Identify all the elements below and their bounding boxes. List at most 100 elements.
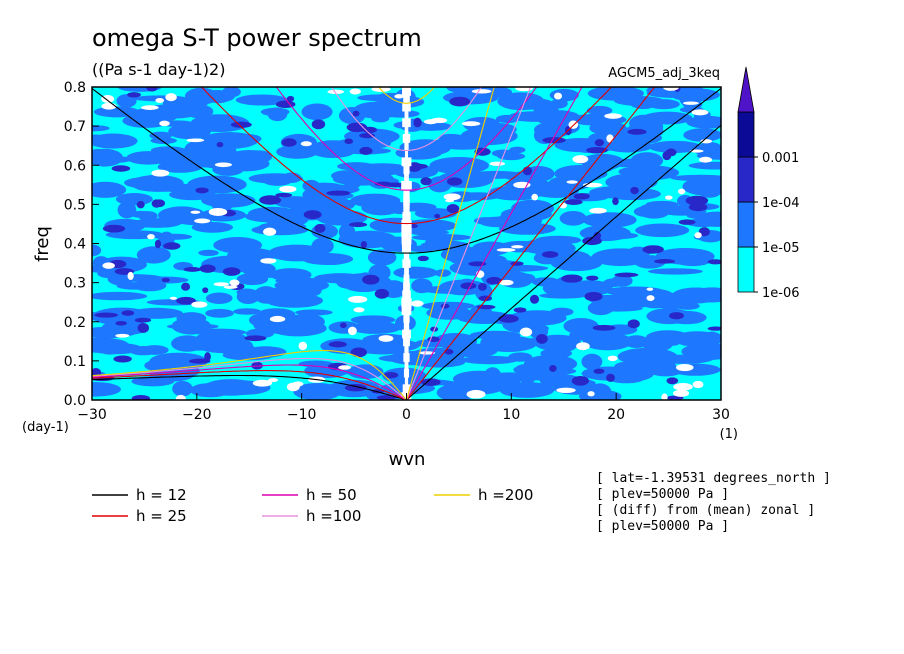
field-blob [509,146,526,154]
field-blob [558,336,578,352]
x-tick-label: 20 [607,407,625,423]
field-blob [252,271,298,279]
field-blob [275,192,293,198]
field-gap [694,232,702,239]
field-blob [627,128,647,135]
field-blob [561,274,583,283]
colorbar-label: 1e-04 [762,196,800,211]
field-blob [594,139,605,147]
field-blob [344,138,354,145]
field-blob [138,211,158,221]
field-blob [235,94,288,106]
field-blob [148,154,181,165]
field-gap [511,245,524,249]
field-blob [376,395,397,400]
field-gap [402,384,411,394]
field-blob [130,307,183,319]
field-blob [593,368,605,374]
annotation-line: [ (diff) from (mean) zonal ] [596,503,815,518]
field-blob [415,339,451,348]
curve-inertia-gravity-h12 [92,87,721,254]
field-gap [682,101,699,105]
field-blob [116,94,137,108]
field-blob [559,210,587,226]
field-blob [181,282,191,291]
field-blob [592,324,616,331]
curve-kelvin-h50 [406,87,583,400]
field-blob [635,223,690,238]
field-gap [403,251,410,261]
field-blob [550,254,603,272]
field-blob [388,350,445,366]
field-blob [259,195,282,205]
field-blob [411,278,433,294]
field-blob [92,148,123,167]
field-blob [571,375,590,386]
field-blob [411,233,472,241]
field-blob [369,339,420,352]
field-blob [597,127,657,143]
field-blob [360,240,368,249]
field-blob [522,166,533,176]
field-gap [515,87,533,92]
field-gap [286,382,300,392]
field-blob [648,140,702,154]
field-blob [551,98,568,109]
field-blob [382,109,420,118]
field-blob [639,293,672,309]
field-blob [424,236,446,250]
field-blob [573,193,590,200]
field-gap [115,333,130,338]
field-blob [508,352,533,362]
field-gap [461,121,481,127]
field-gap [661,393,668,400]
field-blob [399,139,451,157]
field-blob [540,348,572,359]
field-gap [498,279,514,286]
field-blob [344,384,367,392]
field-blob [630,186,639,195]
field-gap [401,220,412,229]
field-gap [401,243,412,253]
field-gap [402,87,411,96]
field-blob [696,142,721,159]
field-gap [402,212,411,222]
annotation-line: [ plev=50000 Pa ] [596,487,729,502]
field-gap [403,196,410,206]
field-gap [402,329,411,339]
field-blob [460,282,477,290]
field-gap [589,207,607,214]
field-gap [403,165,410,175]
colorbar-label: 1e-06 [762,286,800,301]
field-blob [347,364,384,379]
field-blob [688,203,708,212]
field-gap [556,387,576,393]
field-blob [685,195,709,206]
field-blob [136,184,188,192]
field-blob [205,292,233,304]
field-gap [403,337,410,347]
field-blob [267,107,288,122]
field-blob [627,319,640,329]
x-axis-label: wvn [389,449,426,470]
field-blob [637,203,671,219]
field-gap [606,134,614,143]
field-blob [244,346,287,358]
field-blob [407,163,428,170]
field-gap [566,180,578,184]
field-blob [134,317,152,323]
legend-label: h = 50 [306,486,357,504]
field-blob [408,229,450,236]
curve-kelvin-h200 [405,87,495,400]
x-unit-label: (1) [720,427,738,442]
field-gap [403,368,410,378]
field-blob [665,148,677,157]
field-blob [421,378,441,386]
colorbar-segment [737,201,755,248]
field-blob [367,249,397,266]
field-blob [584,291,603,302]
field-gap [607,355,618,362]
field-blob [453,343,498,358]
field-blob [461,355,518,365]
field-gap [102,262,115,269]
